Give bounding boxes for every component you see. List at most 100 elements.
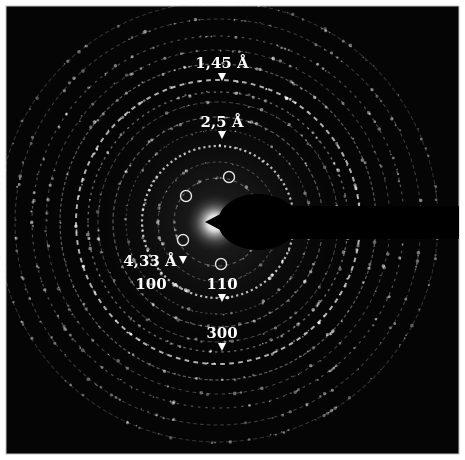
ring-spot <box>129 332 133 336</box>
ring-spot <box>169 342 173 346</box>
ring-spot <box>20 320 23 323</box>
ring-spot <box>40 280 43 283</box>
ring-spot <box>309 270 313 274</box>
ring-spot <box>329 333 332 336</box>
ring-spot <box>50 177 54 181</box>
ring-spot <box>307 329 310 332</box>
ring-spot <box>398 346 400 348</box>
ring-spot <box>317 154 319 156</box>
ring-spot <box>99 274 101 276</box>
ring-spot <box>162 369 167 373</box>
ring-spot <box>141 81 144 84</box>
ring-spot <box>137 102 141 106</box>
ring-spot <box>197 180 202 184</box>
ring-spot <box>46 219 48 222</box>
ring-spot <box>182 171 186 175</box>
ring-spot <box>184 3 186 5</box>
markers <box>179 73 226 351</box>
ring-spot <box>154 176 159 180</box>
ring-spot <box>126 421 129 425</box>
ring-spot <box>66 59 70 63</box>
ring-spot <box>417 128 420 130</box>
ring-spot <box>361 281 365 284</box>
ring-spot <box>48 183 52 187</box>
ring-spot <box>287 428 290 432</box>
ring-spot <box>397 180 401 183</box>
ring-spot <box>274 433 277 436</box>
ring-spot <box>215 313 217 315</box>
ring-spot <box>399 129 402 132</box>
ring-spot <box>316 379 319 381</box>
ring-spot <box>347 396 352 400</box>
ring-spot <box>46 198 50 202</box>
ring-spot <box>96 384 98 387</box>
ring-spot <box>293 325 296 328</box>
ring-spot <box>288 162 291 165</box>
ring-spot <box>424 147 428 150</box>
ring-spot <box>302 354 305 356</box>
ring-spot <box>269 338 273 342</box>
ring-spot <box>21 321 24 324</box>
ring-spot <box>126 420 129 423</box>
ring-spot <box>247 120 250 123</box>
ring-spot <box>147 344 150 346</box>
ring-spot <box>56 287 61 291</box>
ring-spot <box>12 142 15 145</box>
ring-spot <box>242 2 245 5</box>
ring-spot <box>434 253 437 257</box>
ring-spot <box>318 140 321 143</box>
ring-spot <box>114 319 118 323</box>
ring-spot <box>176 124 178 126</box>
ring-spot <box>16 185 19 188</box>
ring-spot <box>306 200 311 205</box>
ring-spot <box>332 161 336 165</box>
ring-spot <box>59 222 62 224</box>
ring-spot <box>232 163 234 166</box>
ring-spot <box>97 119 100 122</box>
ring-spot <box>138 338 141 342</box>
ring-spot <box>175 234 178 237</box>
ring-spot <box>179 4 181 6</box>
ring-spot <box>82 302 86 306</box>
ring-spot <box>237 339 239 341</box>
ring-spot <box>207 264 210 267</box>
ring-spot <box>289 113 291 115</box>
ring-spot <box>31 211 33 213</box>
ring-spot <box>28 297 32 300</box>
ring-spot <box>341 39 345 43</box>
ring-spot <box>360 158 364 162</box>
ring-spot <box>343 284 347 288</box>
ring-spot <box>259 318 261 320</box>
ring-spot <box>76 231 78 233</box>
ring-spot <box>291 81 293 83</box>
ring-spot <box>373 150 376 153</box>
ring-spot <box>341 250 346 254</box>
ring-spot <box>32 191 36 195</box>
ring-spot <box>156 219 160 223</box>
ring-spot <box>50 336 53 339</box>
ring-spot <box>237 322 242 326</box>
ring-spot <box>390 153 392 156</box>
ring-spot <box>198 19 201 21</box>
ring-spot <box>94 120 97 123</box>
ring-spot <box>294 291 297 294</box>
ring-spot <box>131 72 134 76</box>
ring-spot <box>186 337 190 340</box>
ring-spot <box>328 369 331 373</box>
ring-spot <box>221 61 224 65</box>
ring-spot <box>316 302 320 306</box>
ring-spot <box>289 276 293 279</box>
ring-spot <box>169 436 173 440</box>
ring-spot <box>205 90 208 93</box>
ring-spot <box>99 250 103 254</box>
ring-spot <box>151 180 154 183</box>
ring-spot <box>148 30 151 33</box>
ring-spot <box>286 280 289 283</box>
ring-spot <box>71 338 74 341</box>
ring-spot <box>131 137 134 140</box>
ring-spot <box>243 376 246 378</box>
ring-spot <box>333 406 337 410</box>
ring-spot <box>330 388 334 392</box>
ring-spot <box>125 91 128 95</box>
ring-spot <box>104 74 107 76</box>
